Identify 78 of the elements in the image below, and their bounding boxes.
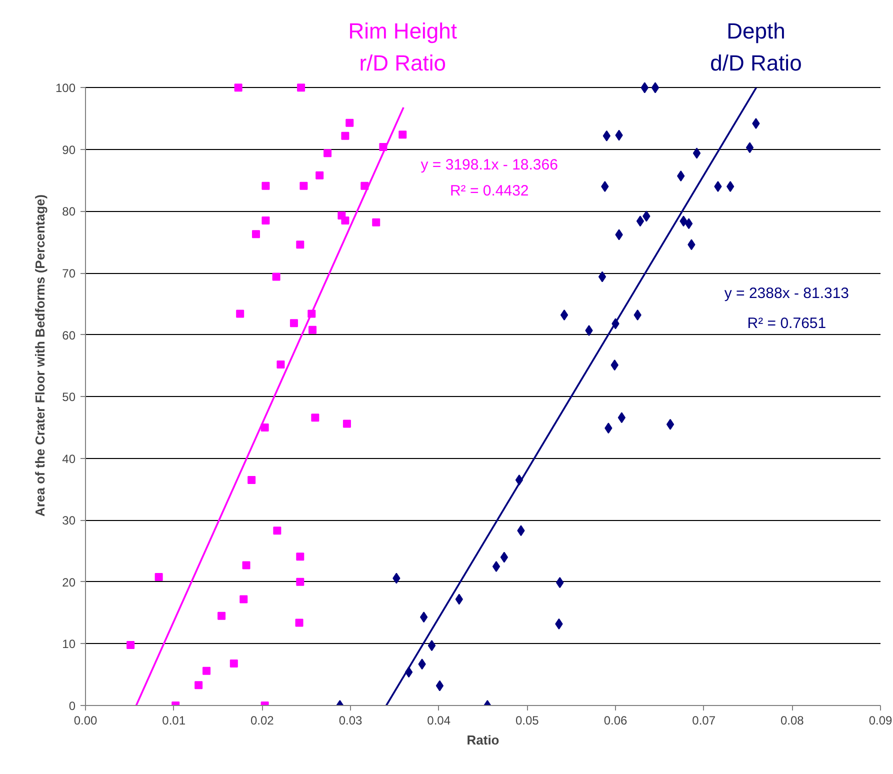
y-tick-label: 10	[62, 637, 76, 652]
point	[273, 526, 282, 535]
y-tick-label: 40	[62, 452, 76, 466]
point	[618, 412, 626, 424]
point	[194, 681, 203, 690]
point	[308, 326, 317, 334]
x-tick-label: 0.01	[162, 714, 186, 728]
point	[262, 182, 270, 190]
point	[311, 414, 320, 422]
x-tick-label: 0.07	[692, 714, 716, 728]
y-tick-label: 100	[55, 81, 76, 96]
x-tick-label: 0.00	[74, 714, 98, 728]
series-label: Rim Height r/D Ratio	[348, 18, 458, 76]
point	[260, 423, 269, 432]
point	[296, 240, 304, 249]
x-tick-label: 0.05	[515, 714, 540, 728]
text: Depth d/D Ratio	[710, 18, 802, 76]
point	[248, 476, 256, 484]
y-tick-label: 30	[62, 514, 76, 528]
point	[154, 572, 163, 581]
x-tick-label: 0.02	[250, 714, 274, 728]
point	[126, 640, 135, 649]
point	[324, 149, 332, 158]
point	[300, 182, 308, 190]
x-tick-label: 0.08	[780, 714, 804, 728]
x-tick-label: 0.09	[868, 714, 893, 728]
point	[236, 310, 244, 318]
point	[598, 271, 606, 282]
point	[242, 561, 250, 570]
point	[230, 659, 238, 668]
point	[240, 595, 248, 604]
point	[234, 84, 242, 92]
point	[651, 82, 660, 94]
point	[420, 612, 428, 623]
point	[346, 118, 354, 127]
point	[276, 360, 285, 368]
point	[428, 640, 436, 652]
point	[218, 612, 226, 620]
point	[252, 230, 260, 238]
point	[746, 142, 754, 154]
annotation: R² = 0.4432	[450, 182, 529, 200]
annotation: R² = 0.7651	[747, 315, 826, 332]
y-tick-label: 50	[62, 390, 76, 404]
point	[272, 272, 280, 281]
point	[296, 578, 304, 586]
point	[692, 148, 701, 159]
y-tick-label: 20	[62, 575, 76, 590]
annotation: y = 3198.1x - 18.366	[420, 156, 558, 174]
point	[684, 218, 693, 230]
x-tick-label: 0.03	[338, 714, 363, 728]
point	[341, 132, 350, 140]
x-tick-label: 0.06	[604, 714, 628, 728]
point	[492, 560, 500, 572]
y-tick-label: 60	[62, 328, 76, 342]
point	[295, 618, 304, 627]
point	[262, 216, 270, 225]
point	[372, 218, 380, 226]
point	[666, 418, 674, 430]
point	[290, 319, 298, 328]
point	[560, 310, 568, 321]
point	[500, 552, 508, 563]
point	[398, 130, 407, 139]
point	[296, 552, 304, 561]
annotation: y = 2388x - 81.313	[724, 284, 850, 302]
point	[297, 84, 306, 92]
point	[436, 680, 444, 692]
y-tick-label: 70	[62, 266, 76, 281]
point	[202, 666, 211, 675]
point	[341, 216, 350, 225]
y-tick-label: 80	[62, 204, 76, 219]
y-axis-title: Area of the Crater Floor with Bedforms (Percentage)	[32, 194, 48, 517]
x-axis-title: Ratio	[466, 732, 500, 748]
point	[316, 171, 324, 180]
point	[342, 420, 351, 428]
x-tick-label: 0.04	[427, 714, 451, 728]
point	[636, 216, 644, 227]
y-tick-label: 0	[68, 699, 76, 713]
y-tick-label: 90	[62, 142, 76, 157]
